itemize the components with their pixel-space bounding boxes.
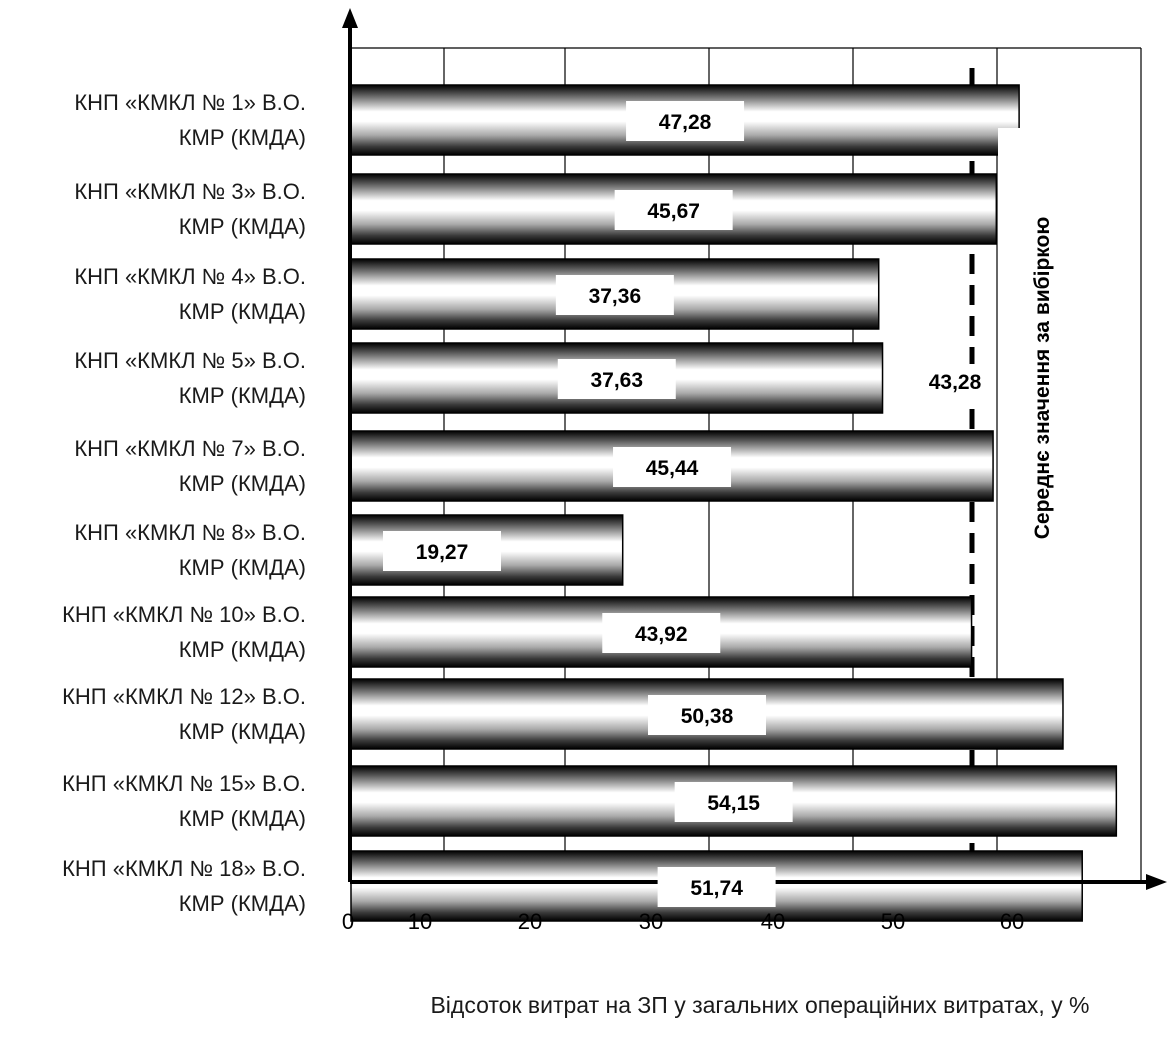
category-label-4-line1: КНП «КМКЛ № 5» В.О. [74, 348, 306, 373]
category-label-9-line2: КМР (КМДА) [179, 806, 306, 831]
x-tick-label-0: 0 [342, 909, 354, 934]
data-label-8: 50,38 [681, 705, 734, 728]
data-label-box-5 [613, 447, 732, 487]
category-label-3-line1: КНП «КМКЛ № 4» В.О. [74, 264, 306, 289]
data-label-box-2 [614, 190, 733, 230]
labels-layer: 47,28 45,67 37,36 37,63 45,44 19,27 43,92 50,38… [62, 90, 1089, 1018]
category-label-10-line2: КМР (КМДА) [179, 891, 306, 916]
x-tick-label-40: 40 [761, 909, 785, 934]
data-label-4: 37,63 [590, 369, 643, 392]
category-label-7-line1: КНП «КМКЛ № 10» В.О. [62, 602, 306, 627]
category-label-8-line2: КМР (КМДА) [179, 719, 306, 744]
data-label-box-4 [557, 359, 676, 399]
category-label-8-line1: КНП «КМКЛ № 12» В.О. [62, 684, 306, 709]
data-label-5: 45,44 [646, 457, 699, 480]
x-tick-label-60: 60 [1000, 909, 1024, 934]
data-label-10: 51,74 [690, 877, 743, 900]
average-value-label: 43,28 [929, 371, 982, 394]
data-label-6: 19,27 [416, 541, 469, 564]
category-label-5-line1: КНП «КМКЛ № 7» В.О. [74, 436, 306, 461]
category-label-4-line2: КМР (КМДА) [179, 383, 306, 408]
x-axis-title: Відсоток витрат на ЗП у загальних операц… [430, 992, 1089, 1018]
category-label-6-line1: КНП «КМКЛ № 8» В.О. [74, 520, 306, 545]
average-caption: Середнє значення за вибіркою [1031, 217, 1054, 540]
y-axis-arrow [342, 8, 358, 28]
category-label-5-line2: КМР (КМДА) [179, 471, 306, 496]
category-label-10-line1: КНП «КМКЛ № 18» В.О. [62, 856, 306, 881]
data-label-box-3 [555, 275, 674, 315]
category-label-9-line1: КНП «КМКЛ № 15» В.О. [62, 771, 306, 796]
category-label-6-line2: КМР (КМДА) [179, 555, 306, 580]
category-label-3-line2: КМР (КМДА) [179, 299, 306, 324]
category-label-7-line2: КМР (КМДА) [179, 637, 306, 662]
average-caption-box [998, 128, 1072, 628]
data-label-2: 45,67 [647, 200, 700, 223]
data-label-box-7 [602, 613, 721, 653]
x-tick-label-30: 30 [639, 909, 663, 934]
data-label-box-8 [647, 695, 766, 735]
data-label-box-10 [657, 867, 776, 907]
category-label-1-line1: КНП «КМКЛ № 1» В.О. [74, 90, 306, 115]
data-label-box-1 [626, 101, 745, 141]
data-label-1: 47,28 [659, 111, 712, 134]
x-tick-label-10: 10 [408, 909, 432, 934]
x-axis-arrow [1146, 874, 1167, 890]
data-label-box-9 [674, 782, 793, 822]
x-tick-label-50: 50 [881, 909, 905, 934]
data-label-3: 37,36 [589, 285, 642, 308]
average-value-box [920, 364, 990, 398]
x-tick-label-20: 20 [518, 909, 542, 934]
data-label-9: 54,15 [707, 792, 760, 815]
category-label-1-line2: КМР (КМДА) [179, 125, 306, 150]
data-label-box-6 [383, 531, 501, 571]
category-label-2-line1: КНП «КМКЛ № 3» В.О. [74, 179, 306, 204]
data-label-7: 43,92 [635, 623, 688, 646]
category-label-2-line2: КМР (КМДА) [179, 214, 306, 239]
